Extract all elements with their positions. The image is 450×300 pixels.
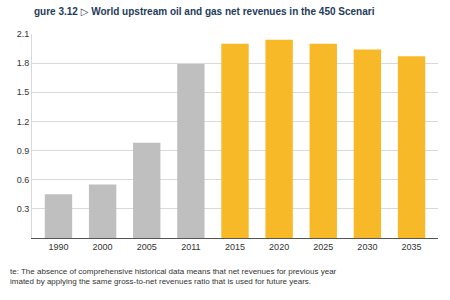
svg-text:0.6: 0.6 [17,175,30,185]
svg-text:1.8: 1.8 [17,58,30,68]
svg-text:gure 3.12 ▷ World upstream oil: gure 3.12 ▷ World upstream oil and gas n… [34,6,375,17]
svg-text:0.9: 0.9 [17,146,30,156]
svg-text:1.5: 1.5 [17,87,30,97]
svg-text:2030: 2030 [357,242,377,252]
svg-text:2025: 2025 [313,242,333,252]
svg-text:2020: 2020 [269,242,289,252]
svg-text:0.3: 0.3 [17,204,30,214]
svg-text:2005: 2005 [137,242,157,252]
svg-text:2035: 2035 [402,242,422,252]
svg-text:2000: 2000 [93,242,113,252]
svg-text:2015: 2015 [225,242,245,252]
svg-text:1.2: 1.2 [17,117,30,127]
svg-text:1990: 1990 [48,242,68,252]
svg-text:2011: 2011 [181,242,200,252]
svg-text:te: The absence of comprehensi: te: The absence of comprehensive histori… [10,267,337,286]
svg-text:2.1: 2.1 [17,29,30,39]
